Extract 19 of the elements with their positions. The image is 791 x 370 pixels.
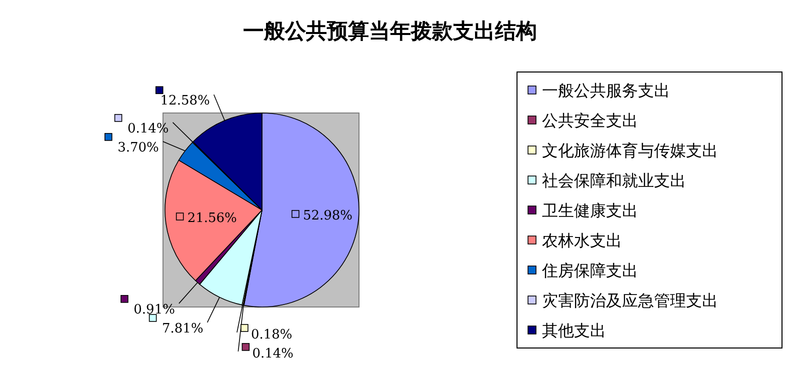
legend-label: 其他支出 [542,321,606,340]
legend-label: 社会保障和就业支出 [542,171,686,190]
data-label: 0.14% [252,346,294,362]
data-label: 0.91% [134,302,175,318]
data-label: 52.98% [302,208,353,224]
legend-label: 农林水支出 [542,231,622,250]
chart-title: 一般公共预算当年拨款支出结构 [243,18,537,43]
legend-label: 一般公共服务支出 [542,81,670,100]
legend-label: 灾害防治及应急管理支出 [542,291,718,310]
data-label: 0.14% [127,121,169,136]
legend-label: 住房保障支出 [541,261,638,280]
data-label: 7.81% [162,321,204,336]
legend-label: 卫生健康支出 [542,201,638,220]
data-label: 12.58% [160,94,210,109]
data-label: 0.18% [250,327,292,342]
data-label: 3.70% [118,140,159,156]
legend-label: 文化旅游体育与传媒支出 [542,141,718,160]
data-label: 21.56% [187,211,237,226]
legend-label: 公共安全支出 [542,111,638,130]
